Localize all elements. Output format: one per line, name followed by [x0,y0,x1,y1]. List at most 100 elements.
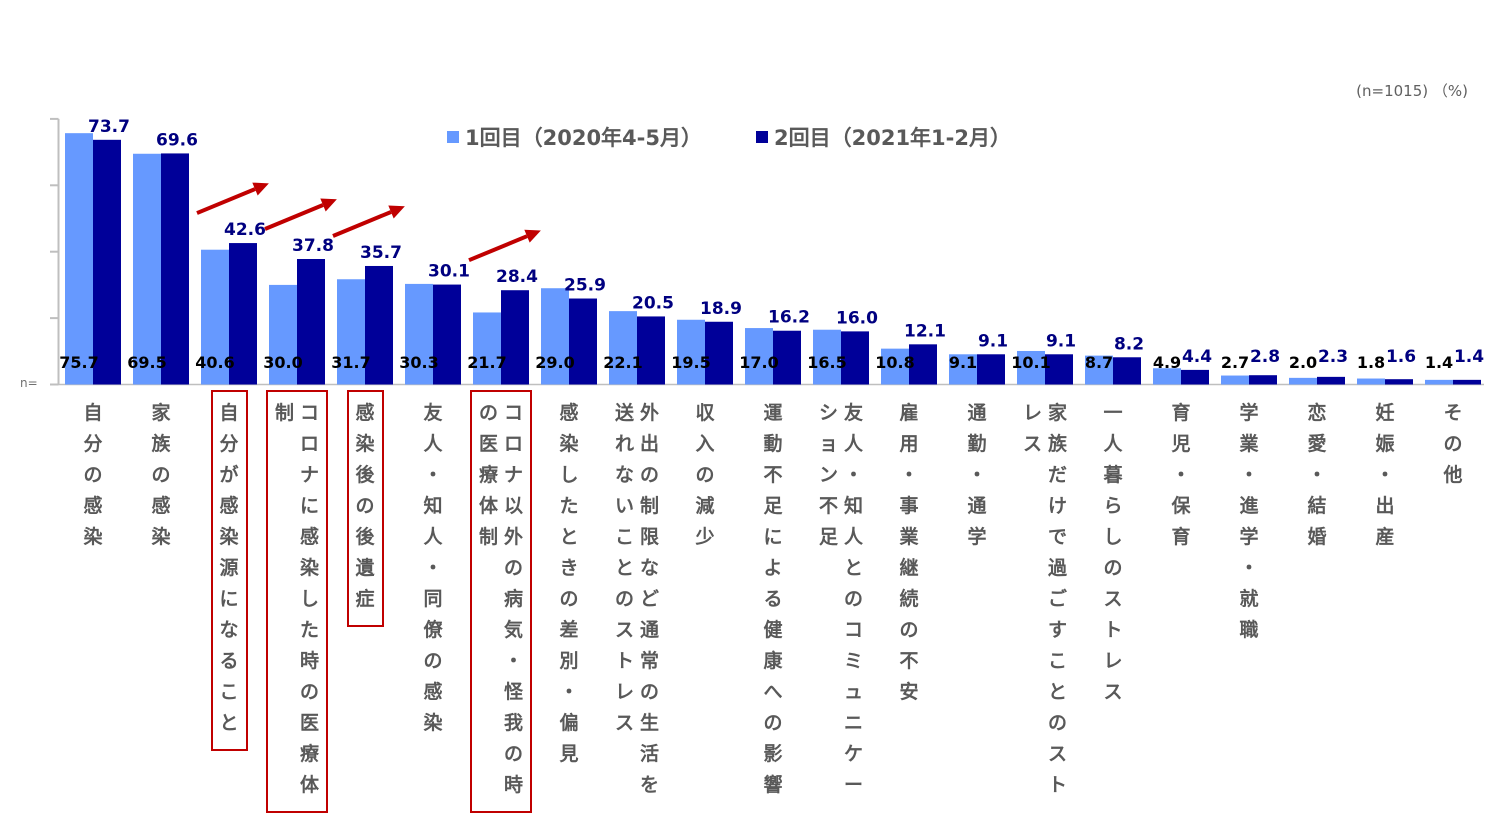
data-label-second-survey: 16.0 [836,308,878,328]
data-label-first-survey: 4.9 [1153,353,1181,372]
data-label-second-survey: 16.2 [768,308,810,328]
increase-arrow [196,187,256,215]
legend-item-first: 1回目（2020年4-5月） [447,122,702,152]
data-label-second-survey: 1.4 [1454,347,1484,367]
category-label-column: 収入の減少 [695,402,715,548]
data-label-second-survey: 20.5 [632,293,674,313]
bar-second-survey [1317,376,1345,385]
bar-first-survey [541,288,569,385]
bar-first-survey [1153,368,1181,385]
category-label: 自分の感染 [83,398,104,553]
data-label-first-survey: 30.0 [263,353,302,372]
data-label-first-survey: 69.5 [127,353,166,372]
category-label: 友人・知人・同僚の感染 [423,398,444,739]
data-label-first-survey: 21.7 [467,353,506,372]
category-label: 学業・進学・就職 [1239,398,1260,646]
category-label: 運動不足による健康への影響 [763,398,784,801]
highlight-box [470,390,532,813]
bar-first-survey [881,348,909,385]
category-label: コロナに感染した時の医療体制 [274,398,320,801]
data-label-first-survey: 40.6 [195,353,234,372]
bar-first-survey [1357,378,1385,385]
data-label-first-survey: 8.7 [1085,353,1113,372]
data-label-first-survey: 30.3 [399,353,438,372]
bar-second-survey [433,284,461,385]
bar-first-survey [405,283,433,385]
category-label-column: その他 [1443,402,1463,486]
bar-first-survey [269,284,297,385]
highlight-box [346,390,384,627]
bar-second-survey [977,354,1005,385]
category-label-column: 一人暮らしのストレス [1103,402,1123,703]
data-label-first-survey: 29.0 [535,353,574,372]
category-label: 雇用・事業継続の不安 [899,398,920,708]
bar-first-survey [65,133,93,385]
category-label: 妊娠・出産 [1375,398,1396,553]
category-label-column: 運動不足による健康への影響 [763,402,783,796]
category-label-column: レス [1022,402,1042,455]
bar-first-survey [813,329,841,385]
bar-second-survey [773,330,801,385]
category-label: コロナ以外の病気・怪我の時の医療体制 [478,398,524,801]
data-label-second-survey: 37.8 [292,236,334,256]
data-label-second-survey: 2.8 [1250,347,1280,367]
bar-first-survey [473,312,501,385]
data-label-first-survey: 1.8 [1357,353,1385,372]
data-label-second-survey: 35.7 [360,243,402,263]
bar-second-survey [93,139,121,385]
category-label: その他 [1443,398,1464,491]
data-label-second-survey: 25.9 [564,276,606,296]
data-label-second-survey: 28.4 [496,267,538,287]
legend-label-second: 2回目（2021年1-2月） [774,126,1011,150]
bar-first-survey [337,279,365,385]
increase-arrow [264,203,324,231]
bar-second-survey [569,298,597,385]
sample-size-note: (n=1015) （%) [1356,82,1468,100]
category-label: 通勤・通学 [967,398,988,553]
category-label-column: 自分の感染 [83,402,103,548]
data-label-first-survey: 31.7 [331,353,370,372]
bar-second-survey [1385,379,1413,385]
data-label-first-survey: 9.1 [949,353,977,372]
bar-first-survey [1221,375,1249,385]
category-label: 育児・保育 [1171,398,1192,553]
bar-second-survey [229,243,257,385]
bar-first-survey [1017,350,1045,385]
data-label-first-survey: 10.8 [875,353,914,372]
category-label-column: 妊娠・出産 [1375,402,1395,548]
bar-second-survey [1113,357,1141,385]
category-label-column: の医療体制 [478,402,498,548]
bar-second-survey [705,321,733,385]
bar-second-survey [501,290,529,385]
data-label-second-survey: 42.6 [224,220,266,240]
bar-first-survey [677,319,705,385]
bar-first-survey [949,354,977,385]
data-label-second-survey: 73.7 [88,117,130,137]
bar-second-survey [637,316,665,385]
increase-arrow [468,234,528,263]
bar-first-survey [201,249,229,385]
category-label-column: ション不足 [818,402,838,548]
data-label-second-survey: 4.4 [1182,347,1212,367]
bar-second-survey [1045,354,1073,385]
data-label-first-survey: 2.7 [1221,353,1249,372]
category-label-column: 家族だけで過ごすことのスト [1047,402,1067,796]
category-label-column: 学業・進学・就職 [1239,402,1259,641]
bar-first-survey [1289,377,1317,385]
category-label: 恋愛・結婚 [1307,398,1328,553]
highlight-box [266,390,328,813]
bar-first-survey [133,153,161,385]
category-label: 感染したときの差別・偏見 [559,398,580,770]
legend-swatch-first [447,131,459,143]
data-label-first-survey: 22.1 [603,353,642,372]
category-label: 外出の制限など通常の生活を送れないことのストレス [614,398,660,801]
category-label-column: 感染後の後遺症 [355,402,375,610]
category-label-column: 恋愛・結婚 [1307,402,1327,548]
highlight-box [210,390,248,751]
category-label-column: 育児・保育 [1171,402,1191,548]
data-label-second-survey: 8.2 [1114,334,1144,354]
category-label-column: 感染したときの差別・偏見 [559,402,579,765]
category-label-column: 外出の制限など通常の生活を [639,402,659,796]
bar-second-survey [1181,369,1209,385]
bar-second-survey [841,331,869,385]
